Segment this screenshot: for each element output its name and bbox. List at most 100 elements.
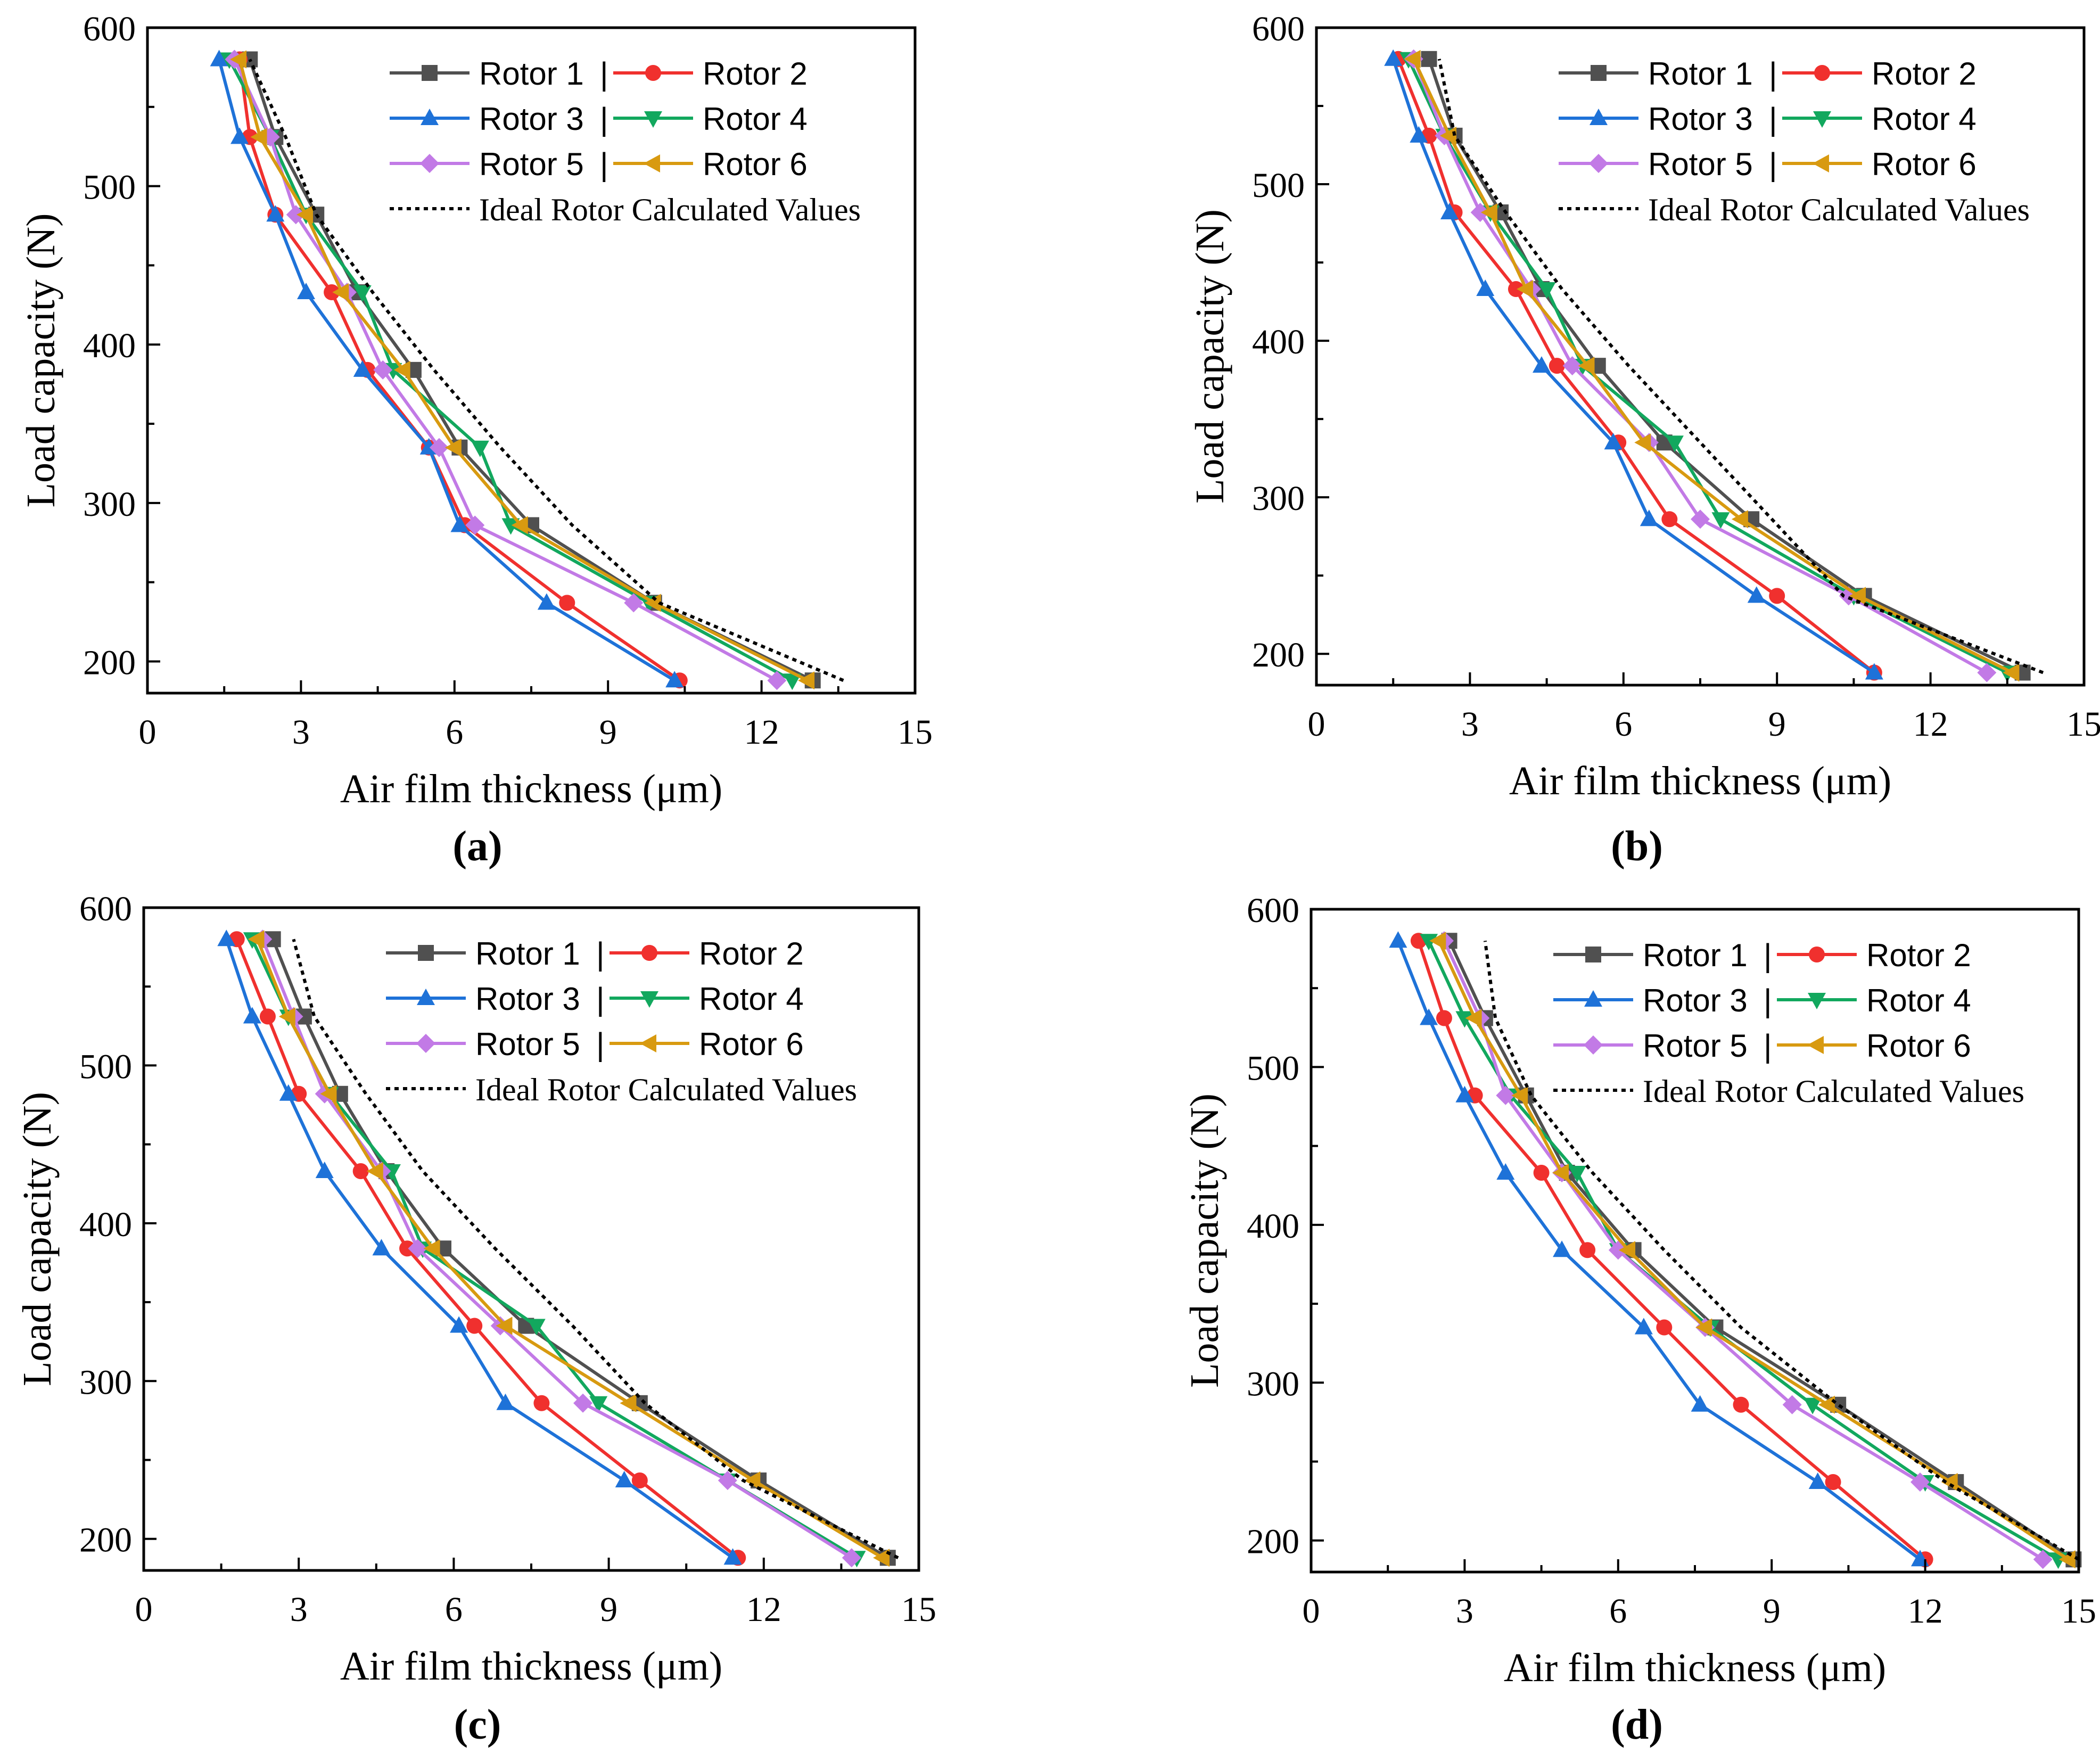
chart-panel-a: 0 3 6 9 12 15 200 300 400 500 600 Air film thicknes… xyxy=(19,10,933,811)
data-point-rotor5 xyxy=(2033,1550,2053,1569)
chart-panel-d: 0 3 6 9 12 15 200 300 400 500 600 Air film thicknes… xyxy=(1182,891,2096,1690)
legend-separator: | xyxy=(596,1026,605,1062)
data-point-rotor6 xyxy=(297,205,314,224)
data-point-rotor3 xyxy=(496,1393,515,1410)
data-point-rotor6 xyxy=(1695,1318,1712,1337)
data-point-rotor2 xyxy=(1661,511,1678,528)
legend: Rotor 1 Rotor 2 | Rotor 3 Rotor 4 | Rotor 5 Rot… xyxy=(1559,56,2030,227)
data-point-rotor3 xyxy=(723,1548,742,1565)
x-tick-label: 15 xyxy=(2061,1592,2096,1631)
legend-label-rotor2: Rotor 2 xyxy=(699,936,804,972)
data-point-rotor5 xyxy=(624,593,644,613)
legend-label-ideal: Ideal Rotor Calculated Values xyxy=(1648,192,2030,227)
y-tick-label: 200 xyxy=(83,643,136,682)
legend-marker-rotor1 xyxy=(422,65,438,81)
y-tick-label: 600 xyxy=(1252,10,1305,48)
y-tick-label: 300 xyxy=(1247,1364,1299,1403)
legend-marker-rotor1 xyxy=(1591,65,1607,81)
data-point-rotor3 xyxy=(1865,663,1883,680)
data-point-rotor6 xyxy=(1429,932,1446,950)
data-point-rotor3 xyxy=(615,1471,633,1488)
data-point-rotor6 xyxy=(320,1084,337,1103)
data-point-rotor5 xyxy=(1782,1395,1802,1414)
data-point-rotor6 xyxy=(444,438,462,457)
x-tick-label: 6 xyxy=(1615,705,1632,744)
x-tick-label: 0 xyxy=(135,1590,153,1629)
data-point-rotor6 xyxy=(1511,1086,1528,1105)
data-point-rotor2 xyxy=(1508,281,1524,298)
series-line-rotor2 xyxy=(238,59,681,682)
y-tick-label: 400 xyxy=(1252,323,1305,361)
x-tick-label: 3 xyxy=(1456,1592,1473,1631)
data-point-rotor6 xyxy=(1818,1395,1835,1414)
data-point-rotor6 xyxy=(744,1471,761,1490)
data-point-rotor3 xyxy=(1747,586,1766,603)
data-point-rotor6 xyxy=(1619,1241,1636,1260)
panel-caption-b: (b) xyxy=(1611,823,1663,870)
legend-label-rotor4: Rotor 4 xyxy=(1866,983,1971,1018)
data-point-rotor6 xyxy=(250,128,267,146)
data-point-rotor6 xyxy=(1480,203,1497,221)
data-point-rotor4 xyxy=(1420,934,1438,951)
data-point-rotor2 xyxy=(466,1318,483,1334)
data-point-rotor3 xyxy=(315,1162,334,1179)
data-point-rotor3 xyxy=(450,515,469,532)
x-tick-label: 9 xyxy=(1763,1592,1781,1631)
legend-separator: | xyxy=(1769,146,1777,182)
y-axis-label: Load capacity (N) xyxy=(1182,1093,1227,1388)
legend: Rotor 1 Rotor 2 | Rotor 3 Rotor 4 | Rotor 5 Rot… xyxy=(386,936,857,1107)
x-tick-label: 6 xyxy=(445,1590,463,1629)
x-tick-label: 9 xyxy=(599,713,617,752)
legend-label-rotor2: Rotor 2 xyxy=(703,56,808,92)
legend-separator: | xyxy=(1769,101,1777,137)
data-point-rotor6 xyxy=(393,360,410,379)
x-tick-label: 9 xyxy=(1768,705,1786,744)
data-point-rotor3 xyxy=(217,929,236,947)
data-point-rotor3 xyxy=(450,1316,468,1333)
y-axis-label: Load capacity (N) xyxy=(1188,209,1232,504)
series-line-ideal xyxy=(1483,940,2080,1561)
data-point-rotor2 xyxy=(1656,1319,1673,1336)
x-tick-label: 0 xyxy=(1308,705,1325,744)
legend-marker-rotor3 xyxy=(417,989,435,1005)
data-point-rotor6 xyxy=(332,283,349,302)
data-point-rotor6 xyxy=(1731,510,1748,529)
legend-label-rotor1: Rotor 1 xyxy=(1643,937,1748,973)
series-line-ideal xyxy=(292,939,899,1559)
data-point-rotor3 xyxy=(1420,1008,1438,1025)
data-point-rotor5 xyxy=(842,1548,861,1568)
series-line-ideal xyxy=(1437,59,2044,674)
series-group xyxy=(217,929,899,1568)
legend-label-rotor4: Rotor 4 xyxy=(703,101,808,137)
data-point-rotor4 xyxy=(783,673,802,690)
legend-marker-rotor4 xyxy=(1808,993,1826,1009)
x-tick-label: 15 xyxy=(901,1590,936,1629)
data-point-rotor6 xyxy=(496,1316,513,1335)
data-point-rotor5 xyxy=(1496,1085,1516,1105)
legend-marker-rotor4 xyxy=(1813,111,1831,128)
data-point-rotor2 xyxy=(1579,1242,1596,1258)
data-point-rotor6 xyxy=(1439,126,1456,145)
legend-marker-rotor4 xyxy=(644,111,662,128)
legend-separator: | xyxy=(1764,1028,1772,1064)
chart-panel-b: 0 3 6 9 12 15 200 300 400 500 600 Air film thicknes… xyxy=(1188,10,2100,803)
data-point-rotor6 xyxy=(1404,50,1421,68)
legend-label-rotor3: Rotor 3 xyxy=(479,101,584,137)
legend-label-rotor6: Rotor 6 xyxy=(1866,1028,1971,1064)
y-tick-label: 400 xyxy=(83,326,136,365)
data-point-rotor3 xyxy=(297,283,316,300)
legend-label-ideal: Ideal Rotor Calculated Values xyxy=(1643,1074,2024,1109)
legend-marker-rotor5 xyxy=(1584,1035,1603,1055)
y-tick-label: 600 xyxy=(1247,891,1299,930)
data-point-rotor2 xyxy=(324,284,340,301)
y-tick-label: 500 xyxy=(1247,1049,1299,1088)
data-point-rotor4 xyxy=(1568,1166,1586,1183)
data-point-rotor5 xyxy=(408,1239,427,1258)
legend-marker-rotor2 xyxy=(645,65,661,81)
data-point-rotor2 xyxy=(1825,1474,1841,1491)
data-point-rotor3 xyxy=(210,50,228,67)
data-point-rotor4 xyxy=(1665,435,1684,452)
data-point-rotor6 xyxy=(644,594,661,612)
series-group xyxy=(1384,49,2044,682)
